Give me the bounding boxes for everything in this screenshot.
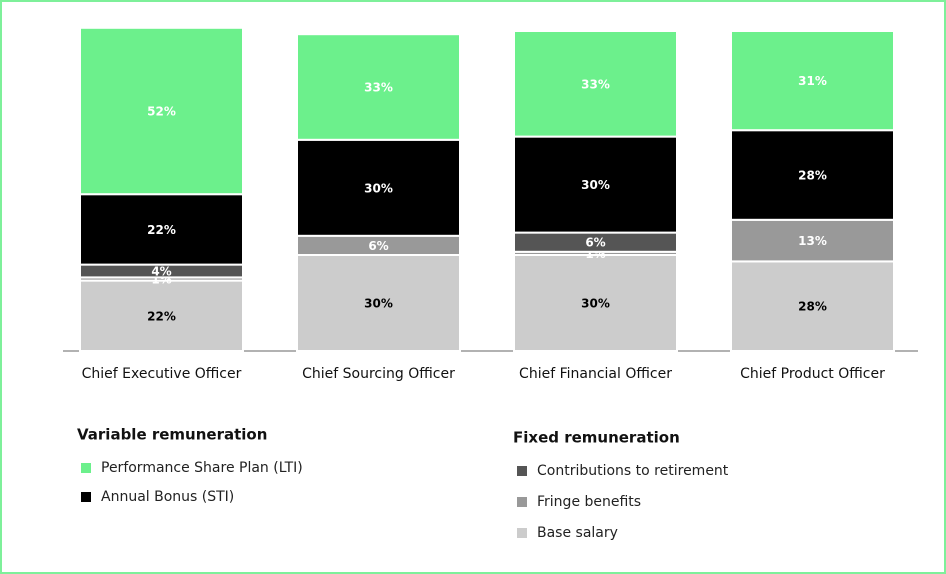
data-label: 6%	[368, 239, 388, 253]
bar-segment	[296, 33, 461, 141]
data-label: 22%	[147, 223, 176, 237]
data-label: 30%	[364, 181, 393, 195]
bar-segment	[79, 26, 244, 196]
data-label: 30%	[581, 297, 610, 311]
legend-label: Annual Bonus (STI)	[101, 489, 234, 505]
data-label: 52%	[147, 105, 176, 119]
data-label: 28%	[798, 300, 827, 314]
data-label: 30%	[581, 178, 610, 192]
data-label: 22%	[147, 309, 176, 323]
data-label: 33%	[364, 81, 393, 95]
legend-label: Contributions to retirement	[537, 463, 729, 479]
legend-swatch	[81, 492, 91, 502]
bar-segment	[730, 30, 895, 132]
data-label: 30%	[364, 297, 393, 311]
legend-swatch	[517, 466, 527, 476]
bar-segment	[513, 254, 678, 352]
bar-segment	[79, 279, 244, 353]
legend-title: Fixed remuneration	[513, 429, 680, 447]
legend-label: Base salary	[537, 525, 618, 541]
legend-swatch	[81, 463, 91, 473]
bar-segment	[79, 193, 244, 266]
legend-swatch	[517, 497, 527, 507]
legend-label: Performance Share Plan (LTI)	[101, 460, 303, 476]
legend-title: Variable remuneration	[77, 426, 267, 444]
data-label: 31%	[798, 74, 827, 88]
bar-segment	[513, 135, 678, 234]
x-tick-label: Chief Sourcing Officer	[302, 366, 455, 382]
legend-label: Fringe benefits	[537, 494, 641, 510]
bar-segment	[730, 129, 895, 221]
x-tick-label: Chief Financial Officer	[519, 366, 672, 382]
x-tick-label: Chief Executive Officer	[82, 366, 242, 382]
data-label: 4%	[151, 265, 171, 279]
data-label: 13%	[798, 234, 827, 248]
x-tick-label: Chief Product Officer	[740, 366, 885, 382]
bar-segment	[296, 138, 461, 237]
bar-segment	[296, 254, 461, 352]
bar-segment	[730, 218, 895, 263]
bar-segment	[513, 30, 678, 138]
legend-swatch	[517, 528, 527, 538]
bar-segment	[730, 260, 895, 352]
data-label: 33%	[581, 77, 610, 91]
data-label: 28%	[798, 169, 827, 183]
data-label: 6%	[585, 236, 605, 250]
